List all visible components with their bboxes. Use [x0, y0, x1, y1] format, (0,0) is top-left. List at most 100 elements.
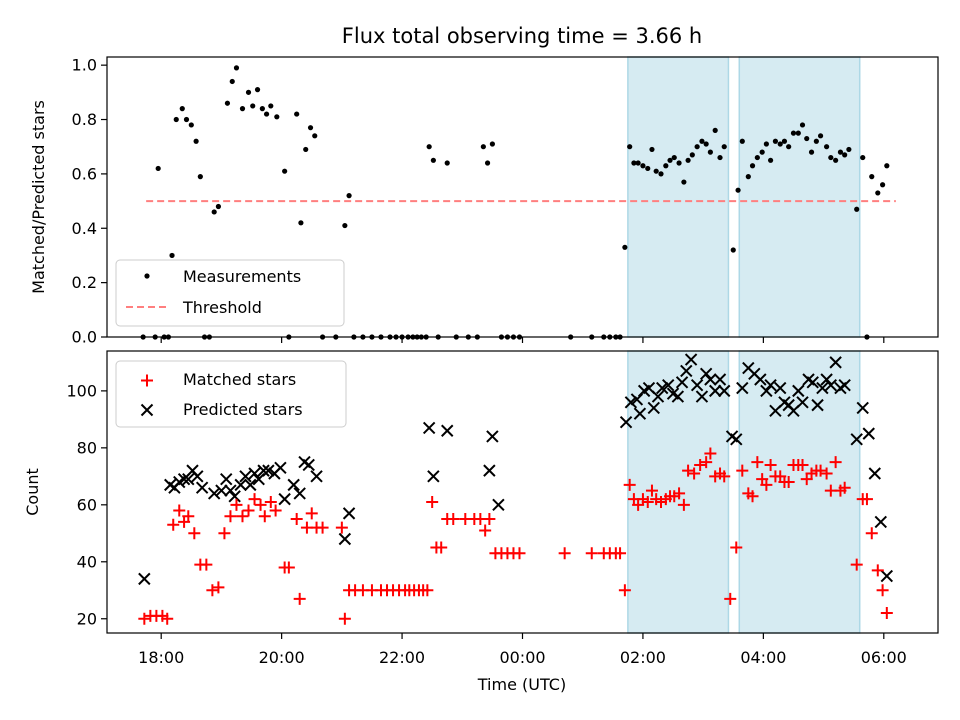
measurement-point — [712, 127, 718, 133]
measurement-point — [169, 252, 175, 259]
matched-star-marker — [876, 584, 889, 597]
ratio-legend: Measurements Threshold — [115, 259, 345, 327]
matched-star-marker — [700, 456, 713, 469]
measurement-point — [649, 146, 655, 153]
measurement-point — [173, 116, 179, 123]
measurement-point — [179, 106, 185, 112]
matched-star-marker — [513, 547, 526, 560]
measurement-point — [739, 138, 745, 144]
legend-matched-marker — [141, 374, 153, 387]
predicted-star-marker — [338, 532, 352, 546]
matched-star-marker — [230, 498, 243, 511]
matched-star-marker — [865, 527, 878, 540]
measurement-point — [658, 171, 664, 177]
matched-star-marker — [305, 507, 318, 520]
predicted-star-marker — [862, 427, 875, 440]
predicted-star-marker — [671, 390, 685, 403]
y-tick-label: 1.0 — [72, 56, 97, 75]
measurement-point — [781, 138, 788, 144]
measurement-point — [671, 154, 677, 161]
predicted-star-marker — [483, 464, 496, 477]
count-panel-frame — [106, 350, 939, 634]
measurement-point — [730, 247, 736, 253]
measurement-point — [229, 78, 235, 85]
measurement-point — [307, 125, 314, 131]
predicted-star-marker — [486, 430, 499, 443]
measurement-point — [681, 179, 687, 185]
measurement-point — [183, 116, 190, 123]
measurement-point — [239, 106, 246, 112]
count-legend-box — [115, 360, 347, 428]
measurement-point — [767, 157, 774, 163]
ratio-y-axis-label: Matched/Predicted stars — [29, 100, 48, 294]
x-tick-label: 20:00 — [259, 648, 305, 667]
measurement-point — [233, 65, 240, 71]
predicted-star-marker — [274, 461, 287, 474]
measurement-point — [745, 174, 751, 180]
predicted-star-marker — [441, 424, 454, 437]
matched-star-marker — [850, 558, 863, 571]
y-tick-label: 20 — [77, 609, 97, 628]
measurement-point — [854, 206, 860, 212]
predicted-star-marker — [651, 390, 665, 403]
measurement-point — [699, 138, 705, 144]
y-tick-label: 40 — [77, 552, 97, 571]
y-tick-label: 0.8 — [72, 110, 97, 129]
matched-star-marker — [218, 527, 231, 540]
predicted-star-marker — [774, 381, 787, 395]
matched-star-marker — [479, 524, 492, 537]
x-tick-label: 02:00 — [620, 648, 666, 667]
measurement-point — [799, 122, 806, 128]
measurement-point — [777, 141, 783, 147]
matched-star-marker — [645, 484, 658, 497]
measurement-point — [875, 190, 881, 196]
predicted-star-marker — [310, 470, 323, 483]
measurement-point — [790, 130, 797, 136]
matched-star-marker — [483, 513, 496, 526]
predicted-star-marker — [718, 384, 731, 398]
measurement-point — [250, 103, 256, 109]
predicted-star-marker — [796, 396, 809, 409]
matched-star-marker — [673, 487, 686, 500]
measurement-point — [685, 157, 691, 163]
measurement-point — [303, 146, 309, 153]
matched-star-marker — [585, 547, 598, 560]
predicted-star-marker — [684, 353, 698, 366]
predicted-star-marker — [764, 378, 777, 392]
predicted-star-marker — [287, 478, 300, 492]
matched-star-marker — [764, 458, 777, 471]
predicted-star-marker — [220, 472, 233, 486]
predicted-star-marker — [754, 373, 767, 386]
measurement-points — [140, 65, 890, 340]
measurement-point — [282, 168, 288, 174]
x-axis-label: Time (UTC) — [477, 675, 566, 694]
observing-window-1 — [627, 56, 730, 338]
measurement-point — [869, 174, 875, 180]
predicted-star-marker — [262, 464, 275, 477]
predicted-star-marker — [868, 467, 881, 480]
predicted-star-marker — [850, 433, 863, 446]
measurement-point — [749, 163, 756, 169]
matched-star-marker — [335, 521, 348, 534]
measurement-point — [772, 138, 779, 144]
matched-star-marker — [641, 495, 654, 508]
ratio-legend-box — [115, 259, 345, 327]
matched-star-marker — [814, 464, 827, 477]
measurement-point — [631, 160, 637, 166]
matched-star-marker — [161, 612, 174, 625]
predicted-star-marker — [820, 373, 833, 386]
matched-star-marker — [618, 584, 631, 597]
measurement-point — [430, 157, 436, 163]
predicted-star-marker — [624, 396, 638, 409]
predicted-star-marker — [228, 490, 241, 503]
matched-star-marker — [880, 607, 893, 620]
legend-measurements-marker — [144, 273, 150, 279]
matched-star-marker — [736, 464, 749, 477]
matched-star-marker — [447, 513, 460, 526]
predicted-star-marker — [234, 478, 247, 492]
matched-star-marker — [829, 456, 842, 469]
matched-star-marker — [236, 510, 249, 523]
predicted-star-marker — [704, 373, 717, 386]
observing-window-2 — [738, 56, 861, 338]
legend-threshold-label: Threshold — [182, 298, 262, 317]
